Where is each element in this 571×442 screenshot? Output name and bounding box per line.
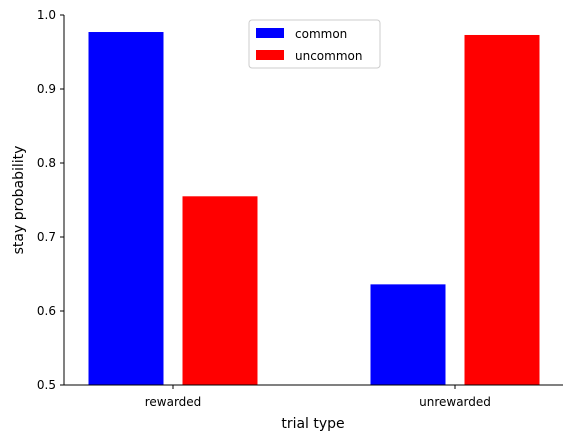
bar-common-rewarded xyxy=(88,32,164,386)
y-tick-label: 0.8 xyxy=(37,156,56,170)
y-tick-label: 0.7 xyxy=(37,230,56,244)
x-axis-label: trial type xyxy=(281,416,344,432)
y-tick-label: 0.5 xyxy=(37,378,56,392)
bars-group xyxy=(88,32,540,386)
y-axis-label: stay probability xyxy=(11,146,27,255)
y-tick-label: 0.9 xyxy=(37,82,56,96)
bar-common-unrewarded xyxy=(370,284,446,385)
bar-uncommon-rewarded xyxy=(182,196,258,385)
legend-label-common: common xyxy=(295,27,347,41)
y-tick-label: 0.6 xyxy=(37,304,56,318)
x-tick-label: rewarded xyxy=(145,395,202,409)
legend-swatch-uncommon xyxy=(256,50,284,60)
y-tick-label: 1.0 xyxy=(37,8,56,22)
legend-swatch-common xyxy=(256,28,284,38)
y-ticks-group: 0.5 0.6 0.7 0.8 0.9 1.0 xyxy=(37,8,64,392)
x-ticks-group: rewarded unrewarded xyxy=(145,385,491,409)
x-tick-label: unrewarded xyxy=(419,395,491,409)
legend: common uncommon xyxy=(248,19,381,69)
legend-label-uncommon: uncommon xyxy=(295,49,362,63)
bar-uncommon-unrewarded xyxy=(464,34,540,385)
axes-group xyxy=(63,15,563,386)
